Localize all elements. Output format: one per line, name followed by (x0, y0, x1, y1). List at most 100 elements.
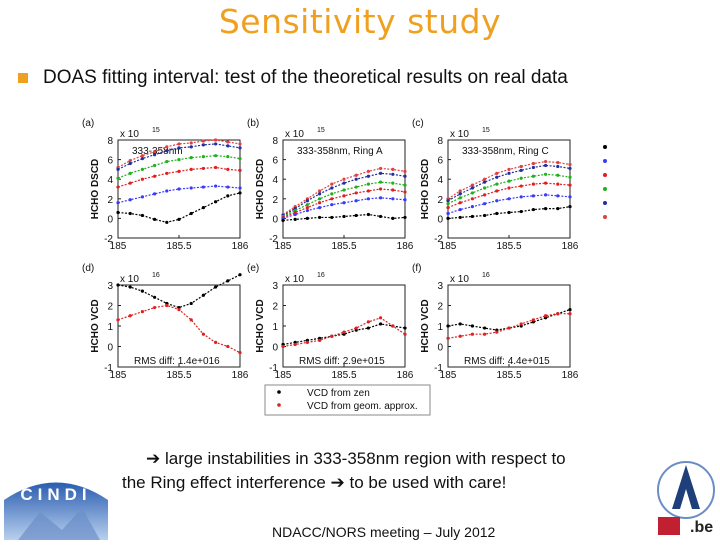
data-point (128, 198, 132, 202)
y-tick-label: 6 (272, 156, 278, 167)
data-point (483, 180, 487, 184)
data-point (446, 324, 450, 328)
data-point (403, 190, 407, 194)
data-point (305, 206, 309, 210)
data-point (128, 158, 132, 163)
data-point (391, 216, 395, 220)
rms-label: RMS diff: 2.9e+015 (299, 356, 385, 367)
data-point (177, 146, 181, 150)
data-point (318, 338, 322, 342)
legend-marker (603, 159, 607, 163)
bullet-text: DOAS fitting interval: test of the theor… (43, 67, 568, 88)
data-point (214, 285, 218, 289)
data-point (470, 214, 474, 219)
series-line (447, 194, 571, 215)
data-point (189, 156, 193, 160)
scale-label: x 10 (285, 274, 304, 285)
y-tick-label: 4 (437, 175, 443, 186)
x-tick-label: 186 (562, 241, 579, 252)
data-point (201, 139, 205, 143)
data-point (165, 149, 169, 153)
data-point (165, 159, 169, 164)
data-point (281, 344, 285, 349)
data-point (330, 203, 334, 207)
data-point (531, 174, 535, 178)
scale-exponent: 15 (482, 127, 490, 134)
data-point (470, 332, 474, 336)
panel-letter: (f) (412, 263, 421, 274)
data-point (403, 332, 407, 336)
data-point (568, 312, 572, 316)
data-point (568, 183, 572, 187)
data-point (458, 207, 462, 212)
arrow-right-icon: ➔ (146, 449, 165, 468)
data-point (177, 187, 181, 191)
data-point (556, 207, 560, 211)
data-point (379, 214, 383, 219)
data-point (214, 138, 218, 142)
data-point (403, 174, 407, 178)
conclusion-line-1: ➔ large instabilities in 333-358nm regio… (122, 447, 642, 471)
data-point (458, 189, 462, 193)
y-tick-label: 2 (107, 302, 113, 313)
data-point (495, 182, 499, 186)
data-point (177, 142, 181, 146)
data-point (556, 194, 560, 198)
scale-exponent: 16 (482, 272, 490, 279)
data-point (153, 295, 157, 299)
x-tick-label: 185 (440, 370, 457, 381)
data-point (354, 191, 358, 195)
data-point (165, 220, 169, 224)
data-point (366, 174, 370, 178)
data-point (391, 181, 395, 185)
data-point (446, 199, 450, 203)
x-tick-label: 185 (110, 241, 127, 252)
data-point (470, 197, 474, 201)
data-point (330, 197, 334, 201)
data-point (379, 166, 383, 171)
logo-ring (657, 461, 715, 519)
data-point (293, 342, 297, 347)
data-point (305, 199, 309, 203)
legend-box (264, 384, 431, 416)
y-tick-label: 3 (437, 281, 443, 292)
plot-frame (117, 284, 241, 368)
logo-badge (658, 517, 680, 535)
data-point (379, 171, 383, 175)
data-point (544, 159, 548, 164)
data-point (568, 175, 572, 179)
data-point (403, 198, 407, 202)
data-point (366, 212, 370, 217)
y-axis-label: HCHO DSCD (420, 159, 431, 220)
scale-label: x 10 (450, 129, 469, 140)
data-point (458, 322, 462, 326)
conclusion-line-2: the Ring effect interference ➔ to be use… (122, 471, 642, 495)
data-point (214, 200, 218, 204)
data-point (318, 192, 322, 196)
data-point (226, 279, 230, 283)
data-point (507, 197, 511, 201)
data-point (330, 182, 334, 186)
panel-subtitle: 333-358nm (132, 146, 183, 157)
logo-hills (18, 508, 100, 540)
legend-marker (603, 201, 607, 205)
plot-frame (447, 284, 571, 368)
data-point (140, 154, 144, 158)
data-point (366, 326, 370, 330)
sensitivity-figure: (a) x 10 15 -2 0 2 4 6 8 185 185.5 186 HCHO DSCD 333-… (80, 113, 643, 423)
x-tick-label: 185.5 (166, 370, 191, 381)
x-tick-label: 185.5 (496, 241, 521, 252)
data-point (189, 211, 193, 216)
data-point (189, 301, 193, 306)
data-point (470, 186, 474, 190)
y-tick-label: 2 (272, 302, 278, 313)
series-line (117, 139, 241, 168)
data-point (507, 186, 511, 190)
data-point (495, 175, 499, 179)
data-point (519, 209, 523, 214)
x-tick-label: 185 (440, 241, 457, 252)
data-point (568, 308, 572, 312)
data-point (128, 314, 132, 318)
logo-left-text: CINDI (20, 485, 91, 504)
data-point (544, 172, 548, 176)
